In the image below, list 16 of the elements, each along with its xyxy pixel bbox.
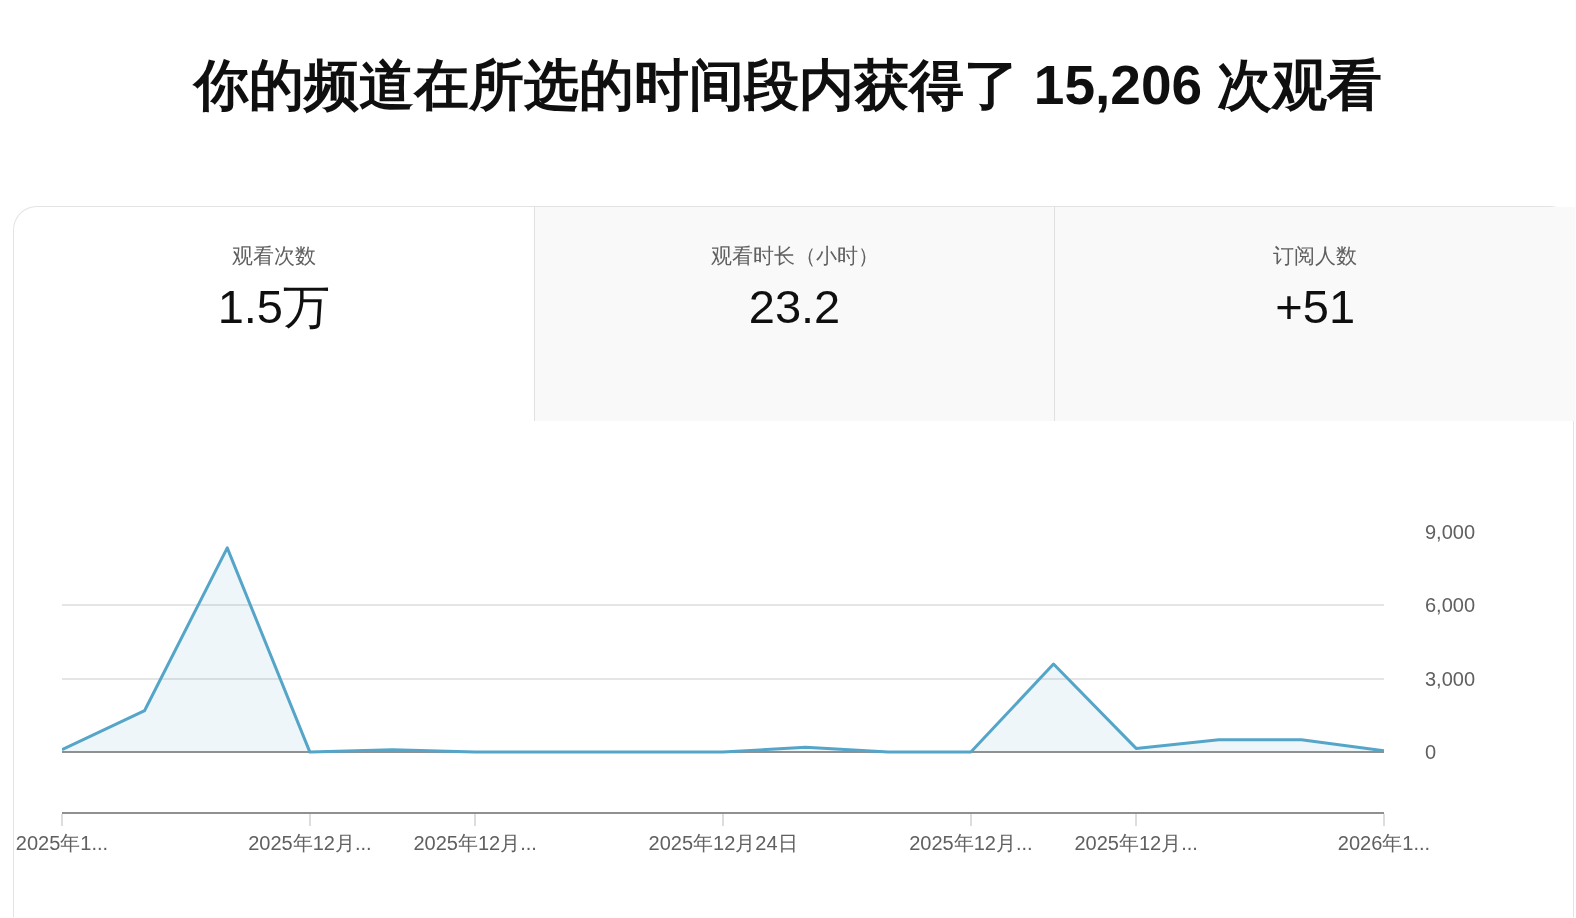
y-tick-label: 3,000 [1425,667,1476,690]
text: 1.5万 [216,279,331,335]
text: 观看次数 [230,243,317,269]
y-tick-label: 6,000 [1425,594,1476,617]
y-tick-label: 9,000 [1425,521,1476,543]
x-tick-label: 2025年12月... [1074,832,1198,854]
tab-panel: 订阅人数 +51 [1054,207,1575,421]
tab-panel: 观看时长（小时） 23.2 [533,207,1055,421]
text: 你的频道在所选的时间段内获得了 15,206 次观看 [191,53,1384,118]
x-tick-label: 2025年12月24日 [648,832,798,854]
y-tick-label: 0 [1425,741,1437,764]
x-tick-label: 2025年12月... [909,832,1033,854]
x-tick-label: 2025年12月... [248,832,372,854]
x-tick-label: 2025年1... [15,832,109,854]
x-tick-label: 2025年12月... [413,832,537,854]
x-tick-label: 2026年1... [1337,832,1431,854]
